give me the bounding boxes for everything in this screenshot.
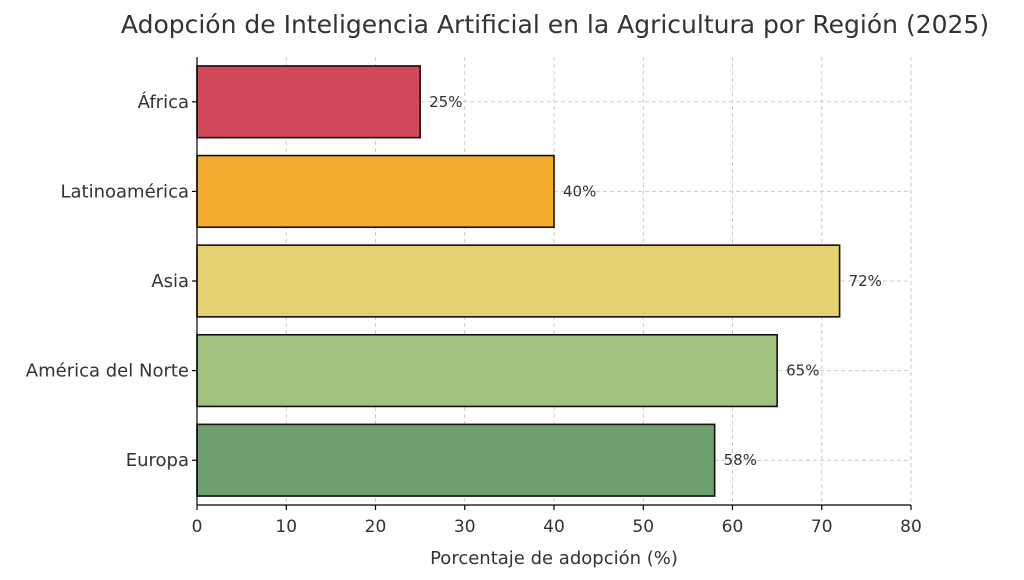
bars-layer: 25% 40% 72% 65% 58% [196, 65, 882, 497]
bar [196, 65, 421, 139]
x-tick-label: 40 [543, 517, 565, 537]
x-tick-label: 10 [275, 517, 297, 537]
x-tick-label: 0 [192, 517, 203, 537]
x-axis-title: Porcentaje de adopción (%) [430, 548, 678, 569]
y-tick-label: Asia [151, 271, 189, 292]
data-label: 25% [429, 93, 462, 111]
chart-title: Adopción de Inteligencia Artificial en l… [121, 10, 989, 39]
data-label: 40% [563, 182, 596, 200]
data-label: 65% [786, 362, 819, 380]
x-tick-label: 60 [722, 517, 744, 537]
data-label: 72% [849, 272, 882, 290]
y-tick-label: África [138, 91, 189, 113]
bar [196, 244, 841, 318]
x-tick-label: 20 [365, 517, 387, 537]
data-label: 58% [724, 451, 757, 469]
x-tick-label: 80 [900, 517, 922, 537]
axis-layer: África Latinoamérica Asia América del Norte… [26, 57, 922, 537]
bar [196, 333, 778, 408]
y-tick-label: América del Norte [26, 361, 189, 382]
bar [196, 423, 716, 497]
x-tick-label: 50 [632, 517, 654, 537]
bar [196, 154, 555, 229]
y-tick-label: Latinoamérica [60, 181, 189, 202]
x-tick-label: 30 [454, 517, 476, 537]
x-tick-label: 70 [811, 517, 833, 537]
y-tick-label: Europa [126, 450, 189, 471]
